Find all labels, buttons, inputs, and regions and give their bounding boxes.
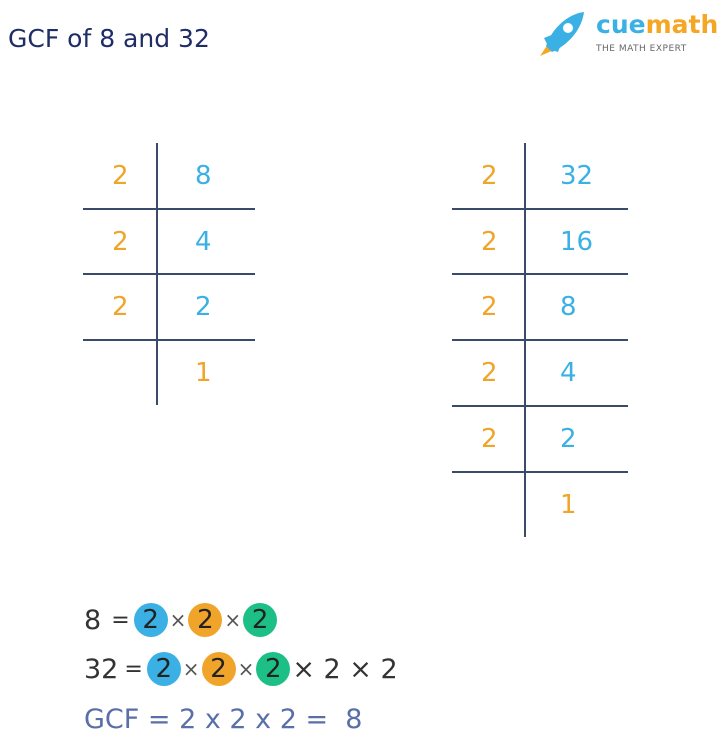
eq-lhs: 8 <box>84 604 102 636</box>
table-rule <box>83 339 255 341</box>
divisor: 2 <box>112 292 129 322</box>
quotient: 4 <box>560 358 577 388</box>
factor-circle-green: 2 <box>243 603 278 637</box>
times-sign: × <box>224 608 242 632</box>
table-rule <box>452 273 628 275</box>
factor-circle-blue: 2 <box>133 603 168 637</box>
divisor: 2 <box>481 292 498 322</box>
factor-circle-green: 2 <box>256 652 291 686</box>
gcf-result: GCF = 2 x 2 x 2 = 8 <box>84 703 363 735</box>
times-sign: × <box>237 657 255 681</box>
divisor: 2 <box>481 358 498 388</box>
quotient: 1 <box>560 490 577 520</box>
table-rule <box>83 208 255 210</box>
quotient: 4 <box>195 227 212 257</box>
quotient: 2 <box>560 424 577 454</box>
divisor: 2 <box>481 424 498 454</box>
table-rule <box>452 405 628 407</box>
quotient: 32 <box>560 161 594 191</box>
table-rule <box>452 339 628 341</box>
divisor: 2 <box>112 227 129 257</box>
quotient: 8 <box>195 161 212 191</box>
cuemath-logo: cuemath THE MATH EXPERT <box>530 8 718 63</box>
brand-cue: cue <box>596 10 646 39</box>
quotient: 2 <box>195 292 212 322</box>
factor-circle-blue: 2 <box>146 652 181 686</box>
divisor: 2 <box>481 161 498 191</box>
times-sign: × <box>182 657 200 681</box>
eq-lhs: 32 <box>84 653 119 685</box>
table-rule <box>452 208 628 210</box>
quotient: 1 <box>195 358 212 388</box>
divisor: 2 <box>112 161 129 191</box>
page-title: GCF of 8 and 32 <box>8 24 210 53</box>
times-sign: × <box>169 608 187 632</box>
table-rule <box>452 471 628 473</box>
equation-8: 8 = 2 × 2 × 2 <box>84 600 278 640</box>
quotient: 16 <box>560 227 594 257</box>
eq-sign: = <box>111 607 130 633</box>
brand-name: cuemath <box>596 10 718 39</box>
brand-math: math <box>645 10 719 39</box>
factor-circle-orange: 2 <box>188 603 223 637</box>
rocket-icon <box>540 12 584 56</box>
divisor: 2 <box>481 227 498 257</box>
equation-32: 32 = 2 × 2 × 2 × 2 × 2 <box>84 649 398 689</box>
factor-circle-orange: 2 <box>201 652 236 686</box>
quotient: 8 <box>560 292 577 322</box>
remaining-factors: × 2 × 2 <box>292 653 398 685</box>
table-rule <box>83 273 255 275</box>
eq-sign: = <box>124 656 143 682</box>
brand-tagline: THE MATH EXPERT <box>596 44 687 54</box>
